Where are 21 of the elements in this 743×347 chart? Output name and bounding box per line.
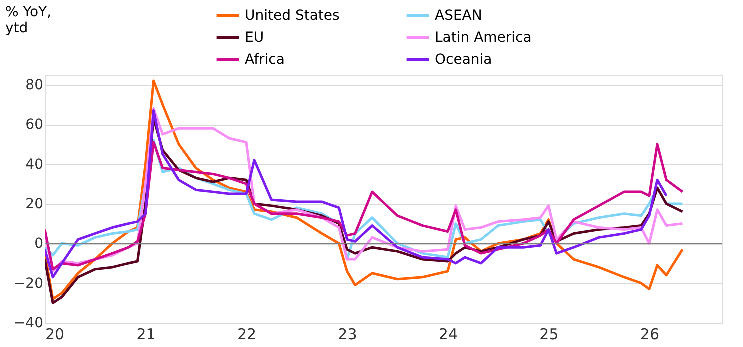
y-tick-label: 0 (34, 236, 44, 252)
x-tick-label: 23 (338, 326, 358, 344)
x-tick-label: 21 (136, 326, 156, 344)
x-tick-label: 20 (46, 326, 65, 344)
legend-label: ASEAN (435, 8, 482, 24)
y-tick-label: 40 (26, 156, 44, 173)
x-tick-label: 24 (438, 326, 458, 344)
x-tick-label: 26 (640, 326, 660, 344)
legend-label: United States (245, 8, 340, 24)
x-tick-label: 22 (237, 326, 257, 344)
y-tick-label: 80 (26, 77, 44, 94)
legend-label: Africa (245, 52, 285, 68)
x-tick-label: 25 (540, 326, 559, 344)
legend-label: Latin America (435, 30, 532, 46)
y-axis-title: % YoY, ytd (6, 4, 52, 36)
legend-label: Oceania (435, 52, 492, 68)
y-tick-label: −20 (14, 276, 44, 292)
legend-label: EU (245, 30, 264, 46)
y-tick-label: −40 (14, 316, 44, 332)
y-tick-label: 20 (26, 196, 44, 212)
y-tick-label: 60 (26, 117, 44, 134)
